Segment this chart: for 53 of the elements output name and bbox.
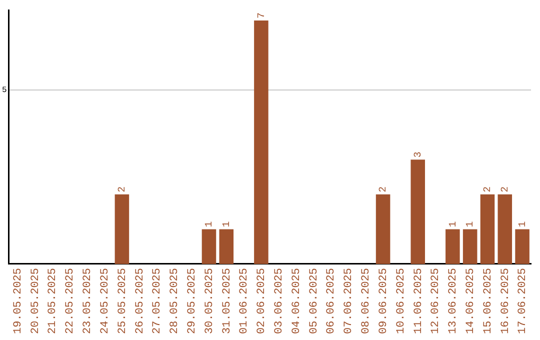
bar — [202, 229, 216, 264]
x-tick-label: 02.06.2025 — [256, 268, 268, 334]
data-label: 1 — [222, 221, 234, 228]
x-tick-label: 24.05.2025 — [99, 268, 112, 334]
data-label: 2 — [483, 186, 494, 192]
data-label: 2 — [118, 186, 129, 192]
x-tick-label: 04.06.2025 — [290, 268, 303, 334]
x-tick-label: 06.06.2025 — [326, 268, 338, 334]
bar — [462, 229, 478, 264]
data-label: 1 — [204, 221, 216, 228]
x-tick-label: 15.06.2025 — [482, 268, 494, 334]
x-tick-label: 22.05.2025 — [64, 268, 77, 334]
x-tick-label: 14.06.2025 — [464, 268, 477, 334]
x-tick-label: 07.06.2025 — [343, 268, 356, 334]
data-label: 2 — [378, 186, 390, 192]
x-tick-label: 20.05.2025 — [30, 268, 42, 334]
bar — [498, 194, 512, 264]
bar — [480, 194, 495, 264]
x-tick-label: 11.06.2025 — [412, 268, 425, 334]
x-tick-label: 19.05.2025 — [12, 268, 24, 334]
x-tick-label: 26.05.2025 — [134, 268, 146, 334]
x-tick-label: 13.06.2025 — [448, 268, 460, 334]
data-label: 1 — [518, 221, 529, 228]
data-label: 3 — [413, 152, 424, 158]
x-tick-label: 17.06.2025 — [517, 268, 530, 334]
bar — [254, 20, 268, 264]
y-tick-label: 5 — [2, 86, 7, 96]
x-tick-label: 21.05.2025 — [47, 268, 60, 334]
bar — [114, 194, 130, 264]
x-tick-label: 23.05.2025 — [82, 268, 94, 334]
data-label: 1 — [466, 221, 477, 228]
bar — [219, 229, 234, 264]
x-tick-label: 03.06.2025 — [274, 268, 286, 334]
data-label: 1 — [448, 221, 460, 228]
x-tick-label: 09.06.2025 — [378, 268, 390, 334]
data-label: 7 — [256, 12, 268, 18]
bar — [410, 160, 425, 264]
bar — [446, 229, 460, 264]
x-tick-label: 25.05.2025 — [116, 268, 129, 334]
x-tick-label: 28.05.2025 — [169, 268, 182, 334]
x-tick-label: 16.06.2025 — [500, 268, 512, 334]
bar — [376, 194, 390, 264]
x-tick-label: 08.06.2025 — [360, 268, 373, 334]
x-tick-label: 30.05.2025 — [204, 268, 216, 334]
bar — [515, 229, 530, 264]
data-label: 2 — [500, 186, 512, 192]
x-tick-label: 10.06.2025 — [395, 268, 408, 334]
x-tick-label: 27.05.2025 — [152, 268, 164, 334]
x-tick-label: 29.05.2025 — [186, 268, 198, 334]
x-tick-label: 05.06.2025 — [308, 268, 320, 334]
x-tick-label: 31.05.2025 — [221, 268, 234, 334]
x-tick-label: 01.06.2025 — [238, 268, 251, 334]
x-tick-label: 12.06.2025 — [430, 268, 442, 334]
